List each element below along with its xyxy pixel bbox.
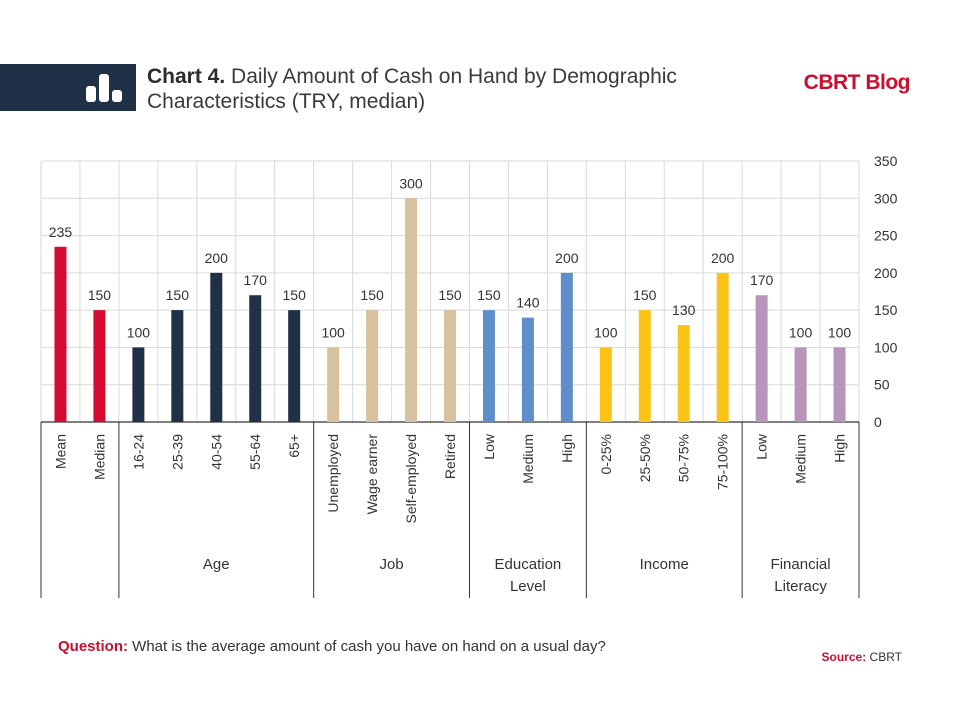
group-label: Level bbox=[510, 578, 546, 595]
x-tick-label: Wage earner bbox=[364, 434, 380, 515]
group-label: Job bbox=[379, 556, 403, 573]
group-label: Literacy bbox=[774, 578, 827, 595]
data-label: 150 bbox=[633, 287, 657, 303]
bar bbox=[638, 310, 651, 422]
bar bbox=[560, 272, 573, 422]
bar bbox=[716, 272, 729, 422]
y-tick-label: 50 bbox=[874, 377, 890, 393]
brand-logo: CBRT Blog bbox=[803, 71, 911, 94]
x-tick-label: Low bbox=[481, 433, 497, 460]
x-tick-label: Retired bbox=[442, 434, 458, 479]
bar bbox=[833, 347, 846, 422]
data-label: 300 bbox=[399, 175, 423, 191]
x-tick-label: 40-54 bbox=[208, 434, 224, 470]
bar bbox=[521, 317, 534, 422]
y-tick-label: 200 bbox=[874, 265, 898, 281]
bar bbox=[171, 310, 184, 422]
group-label: Financial bbox=[771, 556, 831, 573]
bar bbox=[794, 347, 807, 422]
bar bbox=[288, 310, 301, 422]
x-tick-label: Self-employed bbox=[403, 434, 419, 524]
question-label: Question: bbox=[58, 638, 128, 655]
data-label: 150 bbox=[88, 287, 112, 303]
x-tick-label: High bbox=[832, 434, 848, 463]
x-tick-label: 55-64 bbox=[247, 434, 263, 470]
data-label: 200 bbox=[711, 250, 735, 266]
data-label: 150 bbox=[438, 287, 462, 303]
source-text: CBRT bbox=[869, 650, 902, 664]
data-label: 100 bbox=[321, 324, 345, 340]
bar bbox=[54, 246, 67, 422]
group-label: Education bbox=[495, 556, 562, 573]
bar bbox=[366, 310, 379, 422]
data-label: 170 bbox=[244, 272, 268, 288]
bar bbox=[132, 347, 145, 422]
x-tick-label: High bbox=[559, 434, 575, 463]
bar-chart-icon bbox=[86, 74, 122, 102]
data-label: 150 bbox=[283, 287, 307, 303]
chart-title-prefix: Chart 4. bbox=[147, 65, 226, 88]
bar bbox=[210, 272, 223, 422]
x-tick-label: Mean bbox=[52, 434, 68, 469]
x-tick-label: Median bbox=[91, 434, 107, 480]
x-tick-label: 25-39 bbox=[169, 434, 185, 470]
bar bbox=[482, 310, 495, 422]
x-tick-label: Unemployed bbox=[325, 434, 341, 513]
y-tick-label: 350 bbox=[874, 153, 898, 169]
data-label: 100 bbox=[594, 324, 618, 340]
x-tick-label: 65+ bbox=[286, 434, 302, 458]
bar bbox=[677, 325, 690, 422]
data-label: 140 bbox=[516, 295, 540, 311]
y-tick-label: 0 bbox=[874, 414, 882, 430]
data-label: 150 bbox=[360, 287, 384, 303]
question-text: What is the average amount of cash you h… bbox=[132, 638, 606, 655]
bar bbox=[599, 347, 612, 422]
x-tick-label: 50-75% bbox=[676, 434, 692, 482]
bar bbox=[444, 310, 456, 422]
data-label: 130 bbox=[672, 302, 696, 318]
header-band bbox=[0, 64, 136, 111]
y-tick-label: 100 bbox=[874, 339, 898, 355]
x-tick-label: 75-100% bbox=[715, 434, 731, 490]
data-label: 100 bbox=[789, 324, 813, 340]
data-label: 100 bbox=[828, 324, 852, 340]
chart-title-text: Daily Amount of Cash on Hand by Demograp… bbox=[147, 65, 677, 113]
bar bbox=[327, 347, 340, 422]
bar-chart: 0 50 100 150 200 250 300 350 235 Mean 150 Median 100… bbox=[40, 153, 898, 598]
bar bbox=[755, 295, 768, 422]
bar bbox=[93, 310, 106, 422]
data-label: 170 bbox=[750, 272, 774, 288]
source-note: Source: CBRT bbox=[780, 650, 902, 664]
bar bbox=[405, 198, 418, 422]
y-tick-label: 150 bbox=[874, 302, 898, 318]
source-label: Source: bbox=[821, 650, 867, 664]
group-label: Income bbox=[640, 556, 689, 573]
x-tick-label: 16-24 bbox=[130, 434, 146, 470]
question-note: Question: What is the average amount of … bbox=[58, 638, 606, 655]
y-tick-label: 250 bbox=[874, 228, 898, 244]
y-tick-label: 300 bbox=[874, 190, 898, 206]
data-label: 100 bbox=[127, 324, 151, 340]
data-label: 235 bbox=[49, 224, 73, 240]
x-tick-label: Medium bbox=[520, 434, 536, 484]
group-label: Age bbox=[203, 556, 230, 573]
x-tick-label: 25-50% bbox=[637, 434, 653, 482]
chart-title: Chart 4. Daily Amount of Cash on Hand by… bbox=[147, 64, 707, 114]
data-label: 200 bbox=[205, 250, 229, 266]
x-tick-label: Low bbox=[754, 433, 770, 460]
data-label: 150 bbox=[166, 287, 190, 303]
bar bbox=[249, 295, 262, 422]
data-label: 150 bbox=[477, 287, 501, 303]
x-tick-label: 0-25% bbox=[598, 434, 614, 474]
x-tick-label: Medium bbox=[793, 434, 809, 484]
data-label: 200 bbox=[555, 250, 579, 266]
